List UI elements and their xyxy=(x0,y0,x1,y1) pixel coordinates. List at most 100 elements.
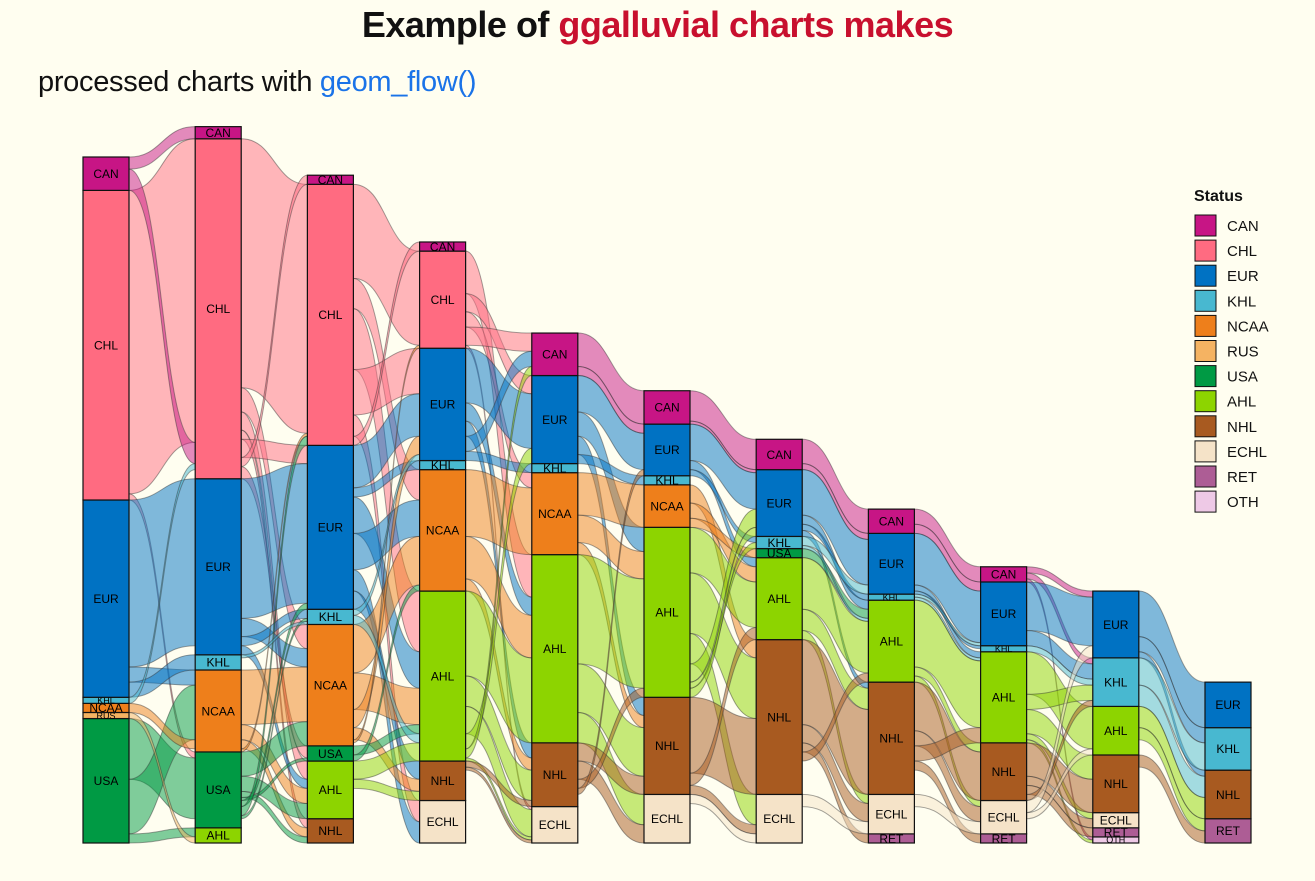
stratum-label-6-eur: EUR xyxy=(767,496,793,510)
stratum-label-1-ncaa: NCAA xyxy=(202,704,235,718)
stratum-label-9-echl: ECHL xyxy=(1100,814,1132,828)
stratum-3-can xyxy=(419,241,467,252)
stratum-label-1-khl: KHL xyxy=(207,656,231,670)
stratum-3-eur xyxy=(419,347,467,462)
stratum-6-echl xyxy=(755,793,803,844)
stratum-3-nhl xyxy=(419,760,467,802)
stratum-2-chl xyxy=(306,183,354,446)
stratum-label-4-can: CAN xyxy=(542,348,567,362)
stratum-9-eur xyxy=(1092,590,1140,659)
stratum-label-4-eur: EUR xyxy=(542,413,568,427)
stratum-1-chl xyxy=(194,138,242,480)
stratum-label-6-can: CAN xyxy=(767,448,792,462)
stratum-0-can xyxy=(82,156,130,191)
title-text: Example of xyxy=(361,4,559,45)
stratum-4-echl xyxy=(531,805,579,844)
legend-label-nhl: NHL xyxy=(1227,419,1257,436)
stratum-label-3-echl: ECHL xyxy=(427,815,459,829)
title-accent-text: ggalluvial charts makes xyxy=(558,4,954,45)
flow-0-EUR-to-EUR xyxy=(128,478,196,668)
stratum-2-ahl xyxy=(306,760,354,820)
stratum-label-7-khl: KHL xyxy=(883,592,901,602)
stratum-label-8-khl: KHL xyxy=(995,644,1013,654)
stratum-label-9-oth: OTH xyxy=(1106,835,1125,845)
stratum-label-6-usa: USA xyxy=(767,546,792,560)
chart-title: Example of ggalluvial charts makes xyxy=(0,4,1315,46)
stratum-5-can xyxy=(643,390,691,425)
stratum-label-3-nhl: NHL xyxy=(431,774,455,788)
stratum-4-can xyxy=(531,332,579,377)
stratum-label-1-can: CAN xyxy=(206,126,231,140)
legend-label-ahl: AHL xyxy=(1227,394,1256,411)
stratum-8-ahl xyxy=(979,651,1028,744)
stratum-10-nhl xyxy=(1204,769,1252,820)
stratum-5-nhl xyxy=(643,696,691,796)
stratum-label-0-ncaa: NCAA xyxy=(89,701,122,715)
stratum-10-ret xyxy=(1204,818,1252,844)
stratum-7-ahl xyxy=(867,599,916,683)
stratum-2-nhl xyxy=(306,818,354,844)
stratum-label-8-ahl: AHL xyxy=(992,691,1016,705)
legend-swatch-nhl xyxy=(1194,415,1217,438)
stratum-6-nhl xyxy=(755,639,803,796)
subtitle-text: processed charts with xyxy=(38,66,320,98)
legend-swatch-oth xyxy=(1194,490,1217,513)
stratum-label-8-eur: EUR xyxy=(991,607,1017,621)
stratum-label-6-echl: ECHL xyxy=(763,812,795,826)
stratum-label-2-chl: CHL xyxy=(318,308,342,322)
stratum-7-eur xyxy=(867,532,916,595)
stratum-1-can xyxy=(194,126,242,140)
legend-swatch-chl xyxy=(1194,239,1217,262)
stratum-label-3-khl: KHL xyxy=(431,458,455,472)
stratum-label-5-ahl: AHL xyxy=(655,606,679,620)
legend-swatch-rus xyxy=(1194,340,1217,362)
stratum-7-nhl xyxy=(867,681,916,796)
stratum-label-4-ahl: AHL xyxy=(543,642,567,656)
stratum-1-eur xyxy=(194,478,242,656)
stratum-label-1-chl: CHL xyxy=(206,302,230,316)
legend-label-khl: KHL xyxy=(1227,293,1256,310)
stratum-label-3-ahl: AHL xyxy=(431,669,455,683)
legend-swatch-ncaa xyxy=(1194,314,1217,337)
stratum-8-nhl xyxy=(979,742,1028,802)
stratum-label-3-chl: CHL xyxy=(431,293,455,307)
stratum-label-10-nhl: NHL xyxy=(1216,788,1240,802)
stratum-6-ahl xyxy=(755,557,803,641)
stratum-2-eur xyxy=(306,444,354,610)
stratum-label-6-khl: KHL xyxy=(768,536,792,550)
stratum-label-9-khl: KHL xyxy=(1104,675,1128,689)
stratum-6-can xyxy=(755,438,803,471)
legend-swatch-ret xyxy=(1194,465,1217,488)
stratum-label-0-usa: USA xyxy=(94,774,119,788)
stratum-label-7-ret: RET xyxy=(879,832,904,846)
stratum-0-chl xyxy=(82,189,130,501)
stratum-label-5-nhl: NHL xyxy=(655,739,679,753)
legend-label-ncaa: NCAA xyxy=(1227,318,1269,335)
stratum-label-9-eur: EUR xyxy=(1103,618,1129,632)
legend-swatch-eur xyxy=(1194,264,1217,287)
stratum-3-ncaa xyxy=(419,469,467,592)
stratum-5-echl xyxy=(643,793,691,844)
stratum-label-3-eur: EUR xyxy=(430,398,456,412)
stratum-label-8-ret: RET xyxy=(992,832,1017,846)
stratum-label-2-usa: USA xyxy=(318,747,343,761)
stratum-label-2-khl: KHL xyxy=(319,610,343,624)
stratum-8-echl xyxy=(979,799,1028,835)
stratum-8-can xyxy=(979,566,1028,583)
stratum-1-usa xyxy=(194,751,242,829)
stratum-label-9-ret: RET xyxy=(1104,826,1129,840)
stratum-label-7-nhl: NHL xyxy=(879,732,903,746)
stratum-10-khl xyxy=(1204,727,1252,771)
legend-label-ret: RET xyxy=(1227,469,1257,486)
stratum-4-ncaa xyxy=(531,472,579,556)
stratum-label-9-ahl: AHL xyxy=(1104,724,1128,738)
stratum-label-2-can: CAN xyxy=(318,173,343,187)
stratum-label-5-can: CAN xyxy=(654,401,679,415)
stratum-label-3-ncaa: NCAA xyxy=(426,524,459,538)
legend-swatch-echl xyxy=(1194,440,1217,463)
stratum-5-ncaa xyxy=(643,484,691,528)
legend-label-eur: EUR xyxy=(1227,268,1259,285)
legend-swatch-usa xyxy=(1194,365,1217,388)
stratum-label-7-echl: ECHL xyxy=(875,807,907,821)
